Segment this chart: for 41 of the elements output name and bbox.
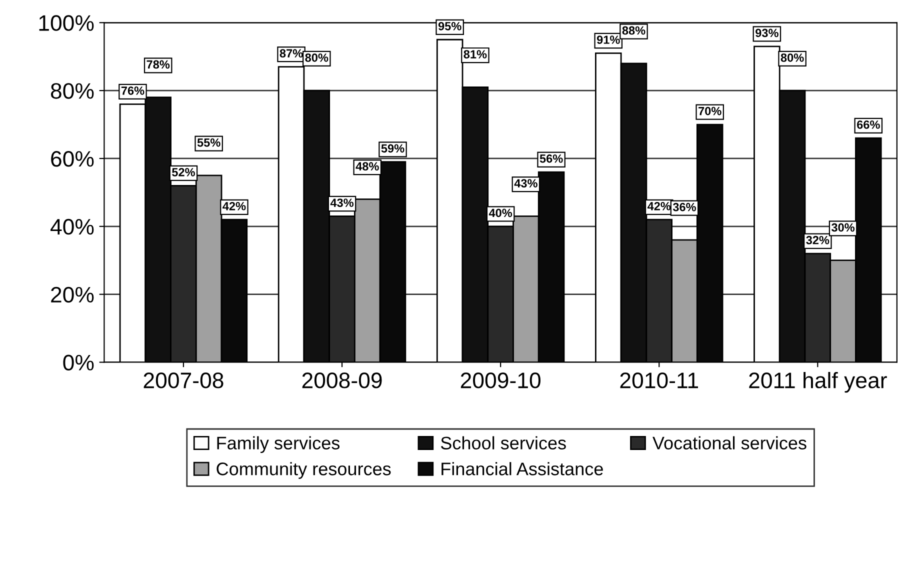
data-label: 87% [280,49,303,58]
data-label: 78% [146,60,170,69]
data-label: 76% [121,86,144,95]
data-label: 42% [222,202,246,210]
data-label: 56% [540,154,563,163]
data-label: 40% [488,208,512,218]
y-tick-label: 80% [50,83,94,99]
data-label: 30% [831,223,855,232]
data-label: 43% [514,179,538,188]
y-tick-label: 100% [39,15,94,31]
data-label: 66% [857,120,880,129]
legend-label: Family services [217,436,340,454]
data-label: 91% [596,36,620,44]
y-tick-label: 0% [63,354,94,371]
data-label: 88% [622,26,646,35]
data-label: 55% [197,138,220,147]
y-tick-label: 60% [51,151,94,167]
legend-label: Financial Assistance [442,462,603,476]
y-tick-label: 20% [51,286,94,303]
data-label: 95% [438,22,462,30]
y-tick-label: 40% [50,218,94,235]
data-label: 43% [330,198,354,207]
x-tick-label: 2008-09 [302,372,382,388]
legend-label: Vocational services [652,436,806,450]
data-label: 70% [698,106,722,116]
data-label: 42% [647,202,671,210]
x-tick-label: 2011 half year [749,372,887,393]
data-label: 36% [672,202,696,212]
data-label: 80% [780,53,804,62]
data-label: 80% [305,53,328,62]
data-label: 59% [381,144,404,153]
x-tick-label: 2009-10 [460,372,540,388]
legend-label: School services [440,436,566,450]
x-tick-label: 2010-11 [620,372,698,388]
data-label: 81% [464,50,487,58]
legend-label: Community resources [216,462,391,479]
data-label: 52% [172,168,195,176]
data-label: 32% [806,236,830,244]
x-tick-label: 2007-08 [144,372,224,388]
data-label: 93% [756,28,778,38]
data-label: 48% [356,162,379,171]
